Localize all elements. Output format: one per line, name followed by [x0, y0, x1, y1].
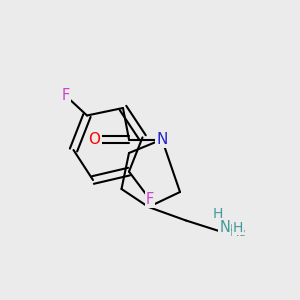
Text: N: N: [220, 220, 230, 236]
Text: H: H: [212, 208, 223, 221]
Text: H: H: [233, 221, 243, 235]
Text: O: O: [88, 132, 101, 147]
Text: F: F: [146, 192, 154, 207]
Text: N: N: [156, 132, 168, 147]
Text: NH₂: NH₂: [219, 224, 247, 238]
Text: F: F: [62, 88, 70, 104]
